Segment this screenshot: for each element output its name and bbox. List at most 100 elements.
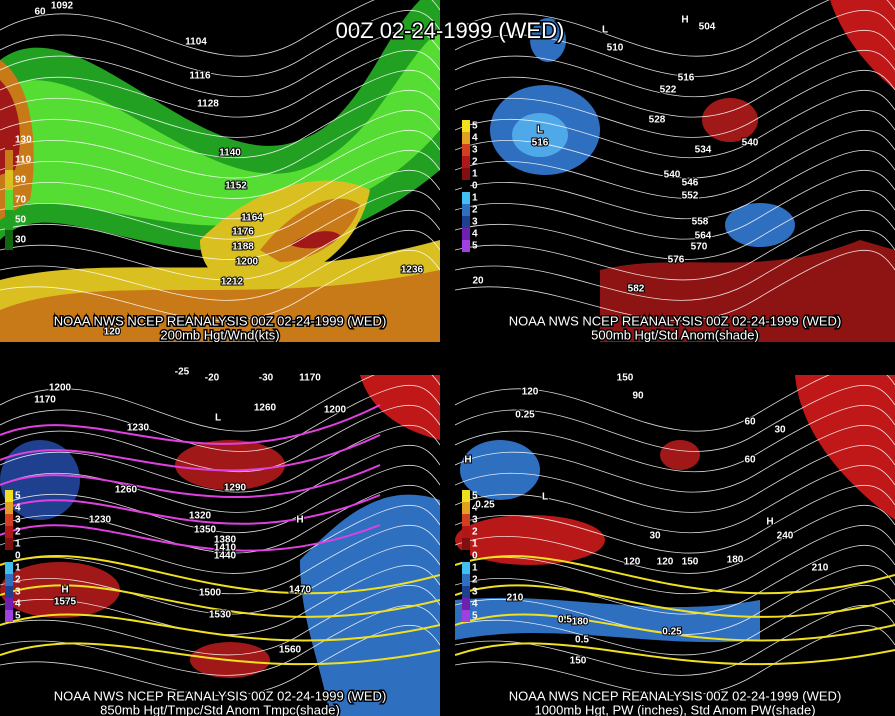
colorbar-label: 5 [15, 611, 21, 622]
colorbar-label: 5 [472, 241, 478, 252]
contour-label: 60 [744, 417, 756, 428]
colorbar-swatch [462, 526, 470, 538]
colorbar-swatch [462, 228, 470, 240]
contour-label: 1170 [34, 395, 56, 406]
colorbar-swatch [5, 514, 13, 526]
contour-label: 540 [664, 170, 681, 181]
contour [0, 29, 440, 98]
panel-1000mb-shading [455, 375, 895, 643]
colorbar-label: 3 [472, 515, 478, 526]
colorbar-label: 4 [15, 503, 21, 514]
colorbar-label: 0 [15, 551, 21, 562]
contour [0, 169, 440, 240]
contour [455, 0, 895, 57]
panel-caption: NOAA NWS NCEP REANALYSIS 00Z 02-24-1999 … [54, 688, 387, 703]
contour-label: H [296, 515, 303, 526]
colorbar-label: 5 [15, 491, 21, 502]
contour [455, 384, 895, 452]
contour [0, 89, 440, 159]
contour [0, 149, 440, 220]
contour [0, 69, 440, 138]
panel-contours [0, 0, 440, 322]
contour-label: 516 [532, 138, 549, 149]
map-title: 00Z 02-24-1999 (WED) [336, 18, 565, 43]
colorbar-label: 4 [472, 229, 478, 240]
colorbar-label: 4 [472, 503, 478, 514]
contour-label: 1104 [185, 37, 207, 48]
contour-label: L [602, 25, 608, 36]
contour [455, 189, 895, 260]
contour-label: 1260 [115, 485, 138, 496]
colorbar-swatch [462, 192, 470, 204]
contour-label: 1470 [289, 585, 312, 596]
contour-label: 1500 [199, 588, 222, 599]
contour [0, 249, 440, 322]
contour [455, 375, 895, 432]
contour-label: 0.25 [662, 627, 682, 638]
contour [0, 504, 440, 574]
colorbar-label: 2 [15, 527, 21, 538]
panel-caption: NOAA NWS NCEP REANALYSIS 00Z 02-24-1999 … [54, 313, 387, 328]
contour [0, 49, 440, 118]
contour-label: 1200 [236, 257, 259, 268]
colorbar-label: 3 [472, 145, 478, 156]
contour-label: 1230 [89, 515, 112, 526]
contour [0, 0, 440, 57]
contour-label: 528 [649, 115, 666, 126]
panel-contours [455, 375, 895, 697]
colorbar-swatch [462, 538, 470, 550]
contour-label: 180 [572, 617, 589, 628]
colorbar-swatch [5, 538, 13, 550]
contour-label: 1200 [324, 405, 347, 416]
yellow-contour [455, 642, 895, 666]
yellow-contour [455, 613, 895, 642]
contour-label: 1212 [221, 277, 244, 288]
contour-label: 120 [657, 557, 674, 568]
colorbar-label: 2 [15, 575, 21, 586]
contour-label: 1176 [232, 227, 254, 238]
colorbar-label: 0 [472, 551, 478, 562]
contour-label: 1164 [241, 213, 263, 224]
colorbar-swatch [462, 502, 470, 514]
colorbar-label: 5 [472, 611, 478, 622]
contour-label: 150 [570, 656, 587, 667]
contour-label: 30 [649, 531, 661, 542]
colorbar-label: 5 [472, 491, 478, 502]
contour [0, 9, 440, 77]
colorbar-swatch [5, 562, 13, 574]
panel-caption: NOAA NWS NCEP REANALYSIS 00Z 02-24-1999 … [509, 313, 842, 328]
colorbar-label: 0 [472, 181, 478, 192]
contour [0, 189, 440, 260]
contour [455, 404, 895, 473]
contour-label: H [681, 15, 688, 26]
colorbar-label: 1 [472, 193, 478, 204]
contour-label: 1260 [254, 403, 277, 414]
colorbar-label: 30 [15, 235, 27, 246]
colorbar-swatch [5, 130, 13, 150]
panel-caption: NOAA NWS NCEP REANALYSIS 00Z 02-24-1999 … [509, 688, 842, 703]
panel-caption: 200mb Hgt/Wnd(kts) [160, 327, 279, 342]
colorbar-label: 4 [472, 133, 478, 144]
yellow-contour [455, 555, 895, 595]
colorbar-label: 1 [472, 563, 478, 574]
contour-label: 1140 [219, 148, 241, 159]
contour-label: 1320 [189, 511, 212, 522]
colorbar-swatch [5, 610, 13, 622]
colorbar-label: 1 [15, 539, 21, 550]
colorbar-label: 130 [15, 135, 32, 146]
contour-label: -20 [205, 373, 220, 384]
contour [0, 464, 440, 534]
contour-label: L [537, 125, 543, 136]
contour-label: 20 [472, 276, 484, 287]
isotherm [0, 434, 381, 472]
contour [455, 249, 895, 322]
contour-label: 180 [727, 555, 744, 566]
colorbar-swatch [5, 190, 13, 210]
contour-label: 1200 [49, 383, 72, 394]
contour [455, 624, 895, 697]
colorbar-label: 2 [472, 527, 478, 538]
contour-label: 1575 [54, 597, 77, 608]
contour [0, 109, 440, 179]
contour-label: 1116 [189, 71, 211, 82]
